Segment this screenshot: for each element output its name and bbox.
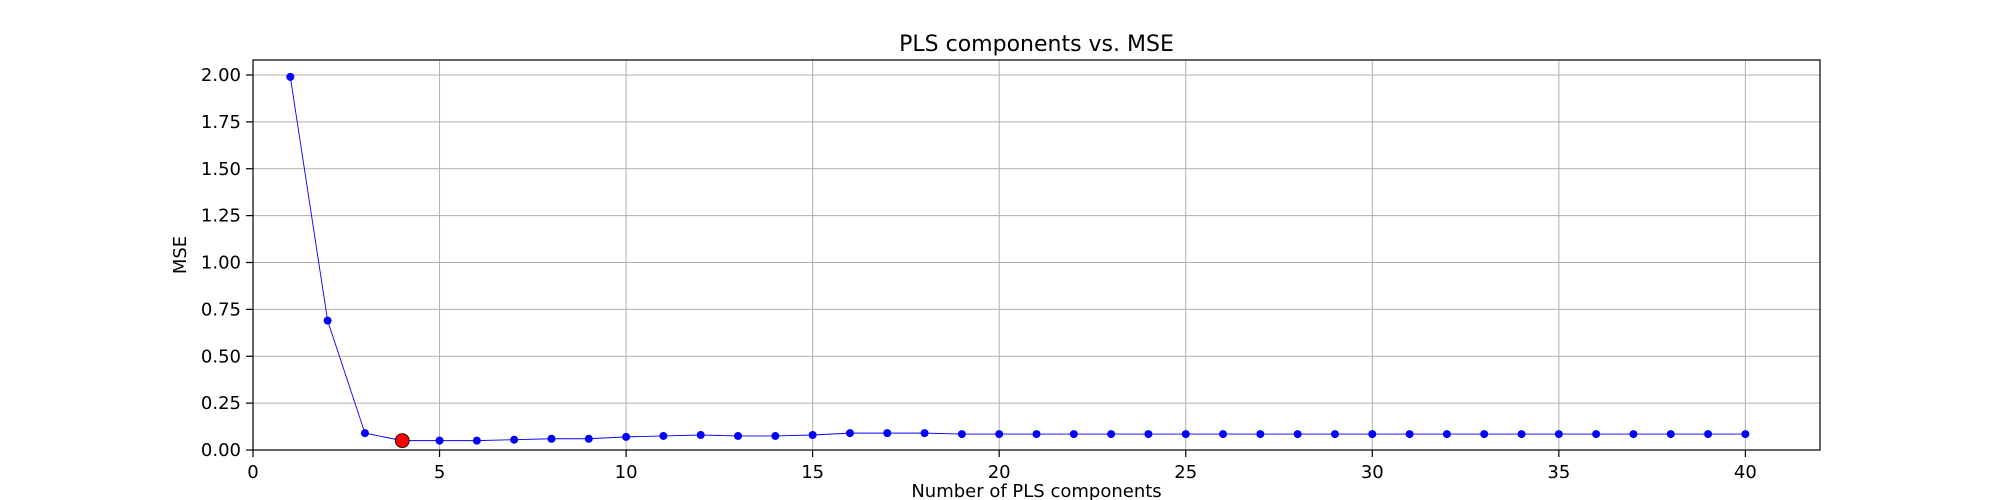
data-point: [323, 316, 332, 325]
data-point: [1368, 430, 1377, 439]
x-tick-label: 5: [434, 462, 445, 483]
y-tick-label: 0.50: [201, 346, 241, 367]
x-tick-label: 25: [1174, 462, 1197, 483]
highlight-layer: [394, 433, 410, 449]
data-point: [1330, 430, 1339, 439]
series-line: [289, 76, 1746, 442]
data-point: [808, 431, 817, 439]
data-point: [1107, 430, 1116, 439]
x-tick-label: 30: [1361, 462, 1384, 483]
x-tick-label: 0: [247, 462, 258, 483]
y-tick-label: 0.25: [201, 393, 241, 414]
data-point: [995, 430, 1004, 439]
y-axis-label: MSE: [170, 236, 191, 274]
data-point: [1293, 430, 1302, 439]
data-point: [1629, 430, 1638, 439]
x-tick-label: 10: [615, 462, 638, 483]
data-point: [622, 432, 631, 441]
tick-layer: 0 5 10 15 20 25 30 35 40 0.00 0.25 0.50 0.75 1.00 1.25…: [201, 65, 1757, 483]
y-tick-label: 1.50: [201, 159, 241, 180]
data-point: [286, 72, 295, 81]
y-tick-label: 1.25: [201, 206, 241, 227]
data-point: [696, 431, 705, 439]
data-point: [883, 429, 892, 438]
data-point: [659, 431, 668, 440]
data-point: [957, 430, 966, 439]
data-point: [1517, 430, 1526, 439]
x-tick-label: 15: [801, 462, 824, 483]
grid-layer: [253, 60, 1820, 451]
data-point: [1069, 430, 1078, 439]
data-point: [435, 436, 444, 445]
data-point: [920, 429, 929, 438]
x-tick-label: 20: [988, 462, 1011, 483]
data-point: [1666, 430, 1675, 439]
data-point: [510, 435, 519, 444]
y-tick-label: 1.00: [201, 253, 241, 274]
y-tick-label: 1.75: [201, 112, 241, 133]
highlight-point: [394, 433, 410, 449]
data-point: [734, 431, 743, 440]
data-point: [771, 431, 780, 440]
data-point: [1144, 430, 1153, 439]
data-point: [1592, 430, 1601, 439]
data-point: [472, 436, 481, 445]
data-point: [360, 429, 369, 438]
y-tick-label: 0.75: [201, 299, 241, 320]
data-point: [1219, 430, 1228, 439]
plot-frame: [252, 59, 1821, 451]
data-point: [1256, 430, 1265, 439]
data-point: [1554, 430, 1563, 439]
data-point: [1480, 430, 1489, 439]
data-point: [1181, 430, 1190, 439]
data-point: [1405, 430, 1414, 439]
x-axis-label: Number of PLS components: [911, 481, 1161, 500]
series-layer: [286, 72, 1750, 445]
data-point: [1704, 430, 1713, 439]
data-point: [1442, 430, 1451, 439]
y-tick-label: 0.00: [201, 440, 241, 461]
data-point: [547, 434, 556, 443]
chart-title: PLS components vs. MSE: [899, 32, 1174, 57]
y-tick-label: 2.00: [201, 65, 241, 86]
data-point: [1032, 430, 1041, 439]
data-point: [584, 434, 593, 443]
x-tick-label: 40: [1734, 462, 1757, 483]
data-point: [845, 429, 854, 438]
x-tick-label: 35: [1547, 462, 1570, 483]
data-point: [1741, 430, 1750, 439]
